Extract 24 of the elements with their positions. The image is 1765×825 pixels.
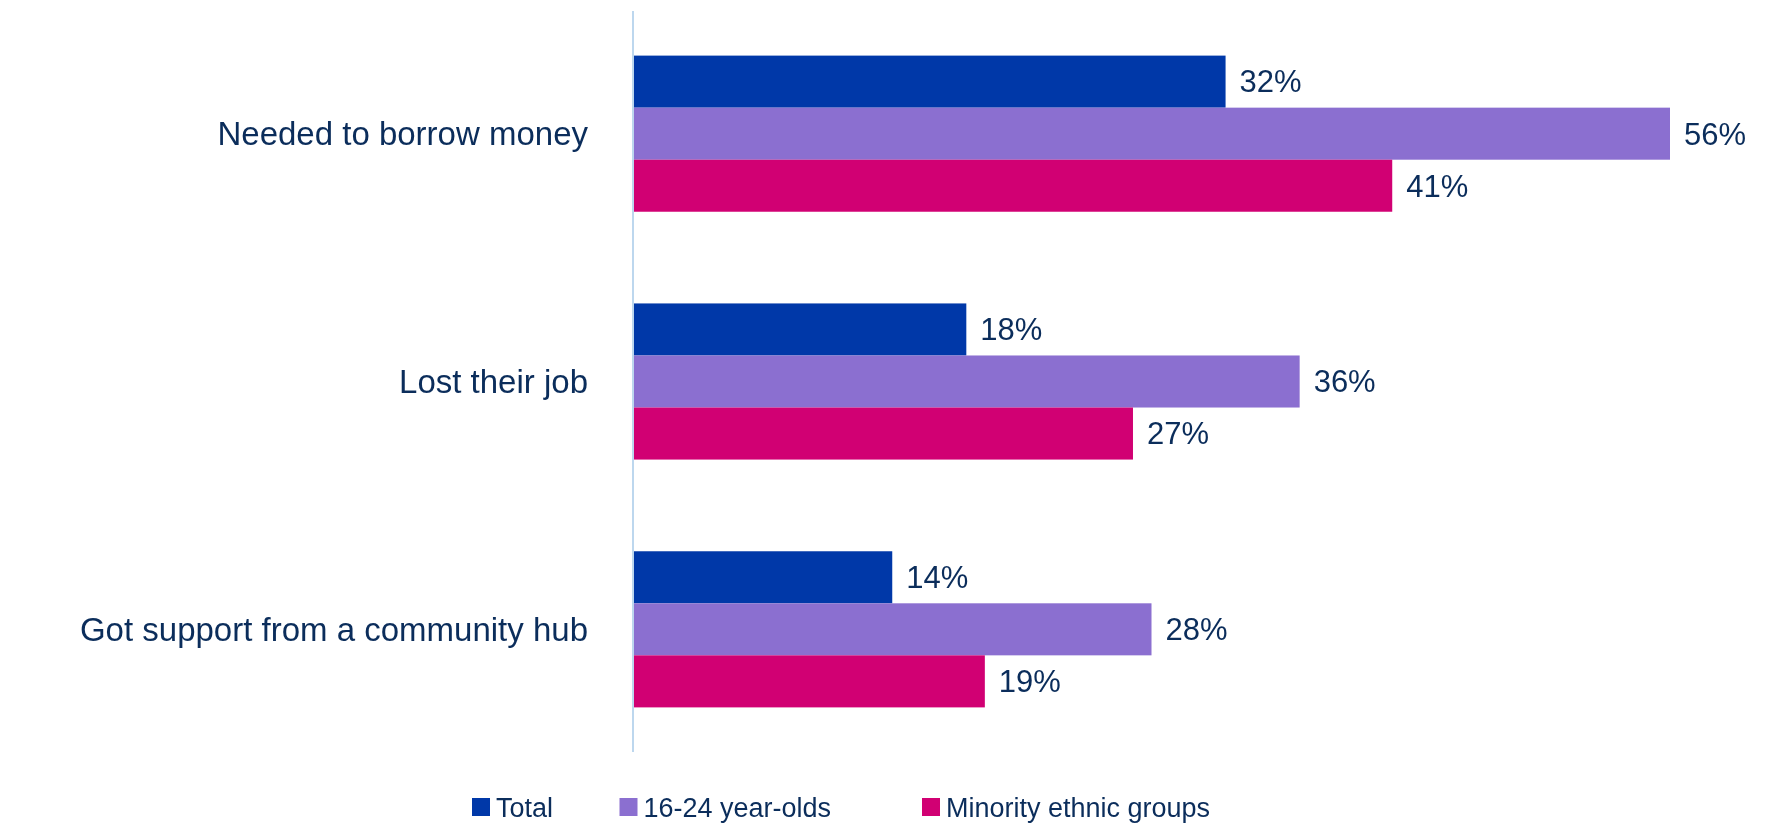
bar (633, 159, 1393, 212)
data-label: 19% (998, 664, 1061, 700)
bar (633, 55, 1226, 108)
bar (633, 551, 893, 604)
data-label: 18% (980, 312, 1043, 348)
bar (633, 355, 1300, 408)
bar (633, 655, 985, 708)
legend-label: 16-24 year-olds (643, 793, 832, 824)
bar (633, 303, 967, 356)
bar (633, 407, 1133, 460)
legend-label: Total (496, 793, 554, 824)
data-label: 32% (1239, 64, 1302, 100)
data-label: 28% (1165, 612, 1228, 648)
legend-label: Minority ethnic groups (946, 793, 1211, 824)
data-label: 14% (906, 560, 969, 596)
data-label: 41% (1406, 168, 1469, 204)
data-label: 56% (1684, 116, 1747, 152)
data-label: 36% (1313, 364, 1376, 400)
y-tick-label: Needed to borrow money (217, 115, 589, 153)
y-tick-label: Got support from a community hub (79, 610, 588, 648)
bar (633, 107, 1670, 160)
y-tick-label: Lost their job (399, 363, 588, 401)
bar (633, 603, 1152, 656)
data-label: 27% (1146, 416, 1210, 452)
